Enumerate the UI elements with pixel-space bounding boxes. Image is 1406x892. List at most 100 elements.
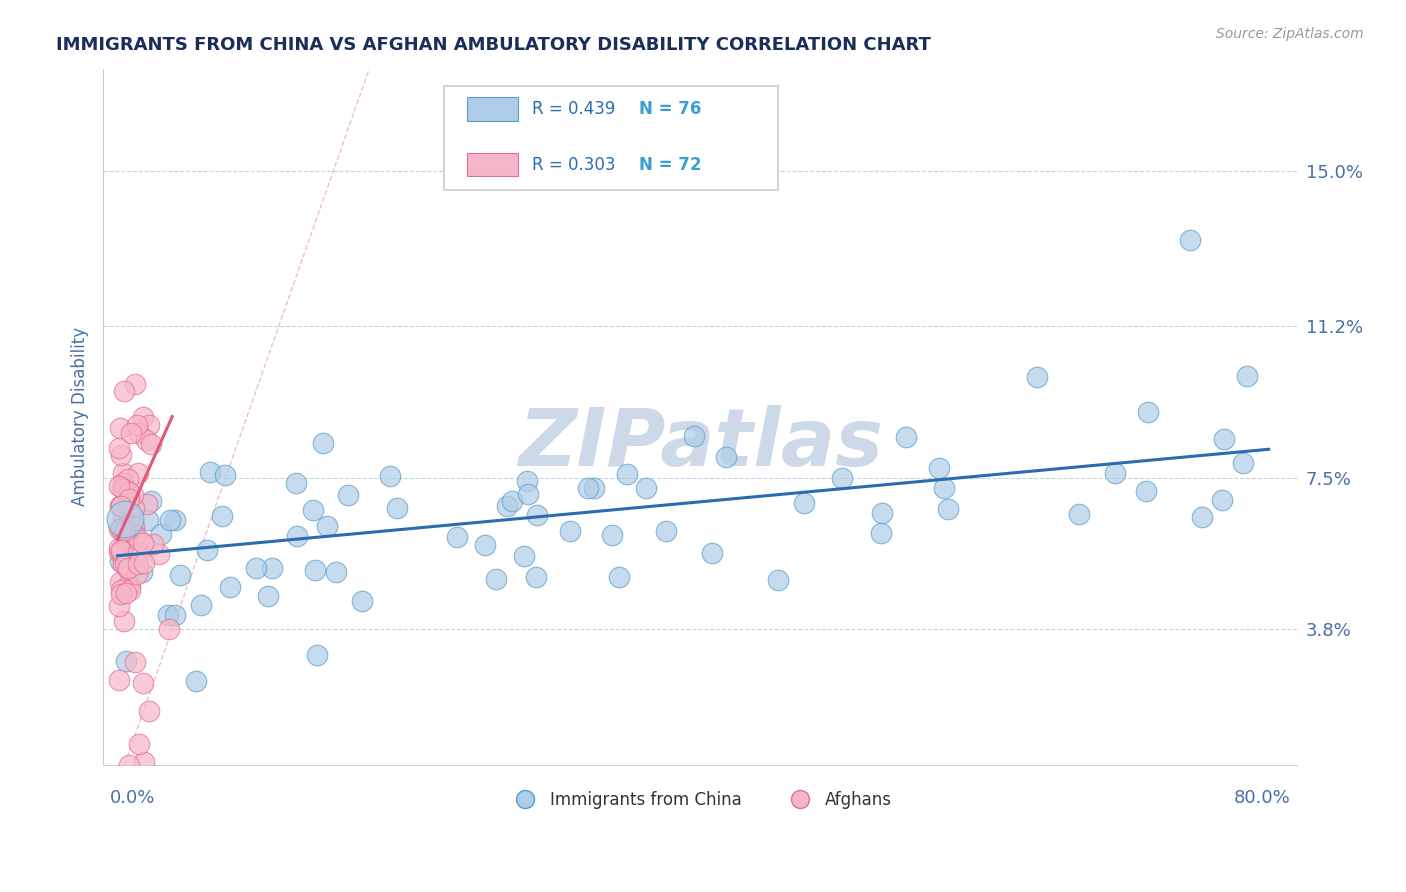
Point	[117, 577, 139, 591]
Point	[211, 509, 233, 524]
Point	[114, 655, 136, 669]
Point	[141, 437, 163, 451]
Point	[122, 518, 145, 533]
Point	[117, 562, 139, 576]
Point	[190, 598, 212, 612]
Point	[120, 521, 142, 535]
Point	[114, 535, 136, 549]
Point	[257, 589, 280, 603]
Point	[114, 586, 136, 600]
Point	[285, 529, 308, 543]
Point	[896, 430, 918, 444]
Point	[655, 524, 678, 538]
Text: IMMIGRANTS FROM CHINA VS AFGHAN AMBULATORY DISABILITY CORRELATION CHART: IMMIGRANTS FROM CHINA VS AFGHAN AMBULATO…	[56, 36, 931, 54]
Point	[108, 673, 131, 687]
Point	[118, 491, 141, 506]
Point	[108, 499, 131, 513]
Point	[316, 519, 339, 533]
Point	[1211, 492, 1233, 507]
Point	[127, 557, 149, 571]
Point	[138, 704, 160, 718]
Point	[526, 508, 548, 522]
Text: 0.0%: 0.0%	[110, 789, 156, 807]
Text: R = 0.439: R = 0.439	[531, 100, 616, 118]
Point	[1191, 510, 1213, 524]
Point	[558, 524, 581, 538]
Point	[870, 506, 893, 520]
Point	[110, 545, 132, 559]
Point	[446, 530, 468, 544]
Point	[117, 561, 139, 575]
Point	[262, 561, 284, 575]
Point	[352, 594, 374, 608]
Point	[517, 487, 540, 501]
Point	[1136, 404, 1159, 418]
Legend: Immigrants from China, Afghans: Immigrants from China, Afghans	[502, 784, 898, 815]
Point	[142, 537, 165, 551]
Point	[607, 569, 630, 583]
Point	[501, 493, 523, 508]
Point	[870, 526, 893, 541]
Point	[110, 449, 132, 463]
Point	[524, 570, 547, 584]
Point	[184, 673, 207, 688]
Point	[1178, 234, 1201, 248]
Point	[111, 481, 134, 495]
Point	[111, 467, 134, 481]
Point	[122, 500, 145, 515]
Point	[124, 655, 146, 669]
Point	[108, 545, 131, 559]
Text: Source: ZipAtlas.com: Source: ZipAtlas.com	[1216, 27, 1364, 41]
Point	[219, 581, 242, 595]
Text: 80.0%: 80.0%	[1233, 789, 1291, 807]
Point	[716, 450, 738, 464]
Point	[127, 545, 149, 559]
Point	[150, 527, 173, 541]
Point	[302, 503, 325, 517]
Point	[120, 426, 142, 441]
Point	[385, 500, 408, 515]
Point	[117, 555, 139, 569]
Point	[198, 465, 221, 479]
Point	[112, 483, 135, 497]
Point	[124, 528, 146, 542]
Point	[128, 737, 150, 751]
Point	[132, 755, 155, 769]
Point	[131, 565, 153, 579]
Point	[111, 509, 134, 524]
Point	[1069, 507, 1091, 521]
Point	[128, 425, 150, 440]
Point	[127, 418, 149, 433]
Point	[325, 565, 347, 579]
Point	[284, 475, 307, 490]
Point	[932, 481, 955, 495]
Point	[636, 481, 658, 495]
Point	[118, 757, 141, 772]
Point	[1212, 432, 1234, 446]
Point	[307, 648, 329, 662]
Point	[110, 499, 132, 513]
Point	[108, 541, 131, 556]
Point	[378, 469, 401, 483]
Point	[110, 554, 132, 568]
Point	[118, 518, 141, 533]
Point	[702, 546, 724, 560]
Point	[108, 479, 131, 493]
Point	[111, 476, 134, 491]
Point	[114, 512, 136, 526]
Point	[121, 523, 143, 537]
Point	[108, 442, 131, 456]
Point	[496, 499, 519, 513]
Point	[112, 557, 135, 571]
Point	[138, 417, 160, 432]
Point	[1236, 369, 1258, 384]
Point	[793, 496, 815, 510]
Point	[110, 543, 132, 558]
Point	[117, 472, 139, 486]
Point	[1025, 370, 1047, 384]
Point	[114, 524, 136, 538]
Point	[513, 549, 536, 564]
Point	[112, 384, 135, 398]
Point	[312, 435, 335, 450]
FancyBboxPatch shape	[467, 97, 517, 120]
